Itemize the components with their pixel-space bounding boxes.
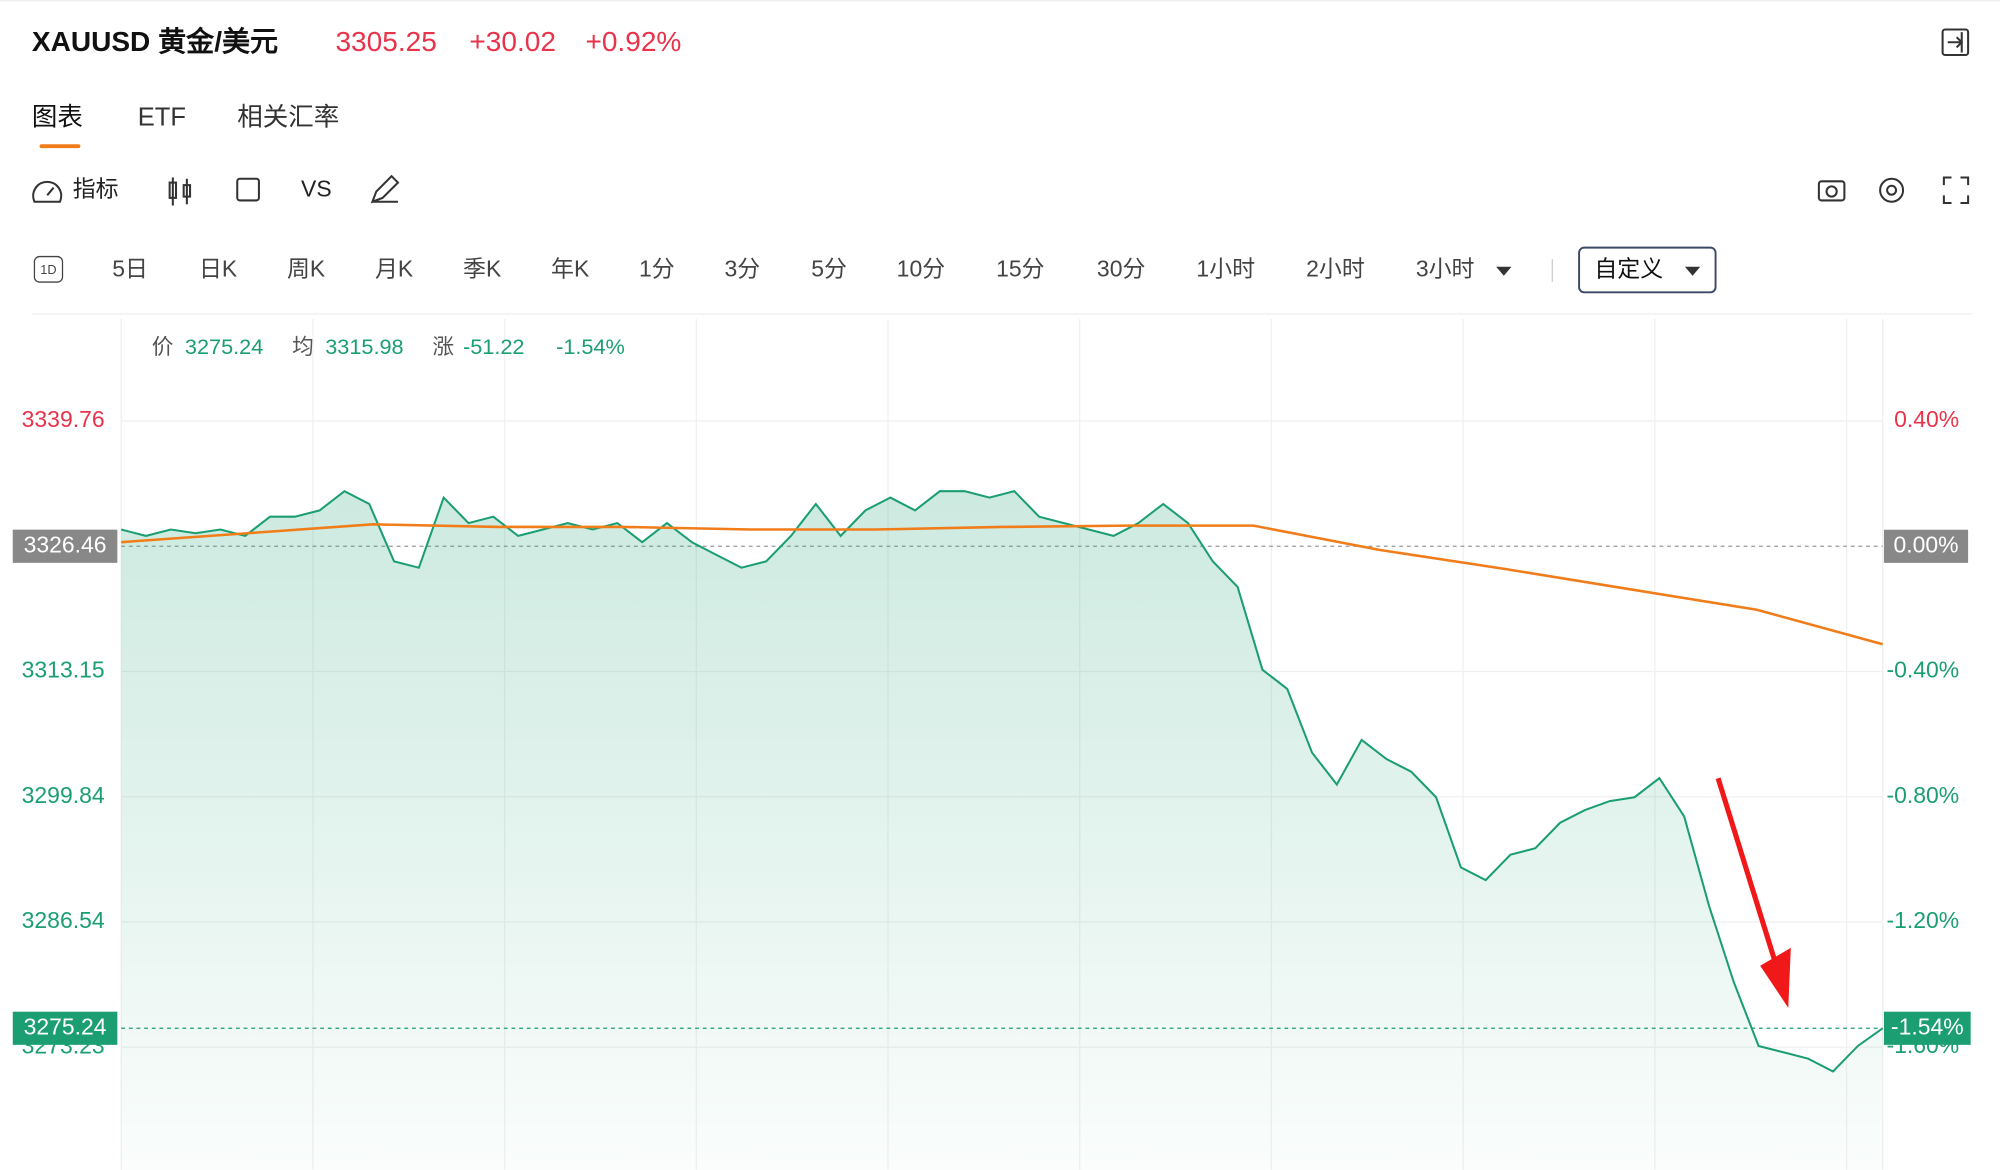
indicator-icon[interactable] <box>32 180 63 203</box>
tab[interactable]: 图表 <box>32 104 83 132</box>
period[interactable]: 3分 <box>724 256 760 282</box>
period[interactable]: 1分 <box>639 256 675 282</box>
reference-label-box <box>1883 529 1969 563</box>
toolbar-indicator[interactable]: 指标 <box>73 175 119 201</box>
draw-icon[interactable] <box>370 174 400 204</box>
period[interactable]: 5日 <box>112 256 148 282</box>
shape-icon[interactable] <box>236 177 260 202</box>
info-change-label: 涨 <box>432 334 454 359</box>
candle-icon[interactable] <box>168 177 192 206</box>
annotation-arrowhead <box>1760 947 1791 1008</box>
dropdown-arrow <box>1684 266 1701 276</box>
period[interactable]: 1小时 <box>1196 256 1255 282</box>
symbol: XAUUSD 黄金/美元 <box>32 25 278 57</box>
last-price-box <box>12 1011 118 1045</box>
y2-tick-label: -0.80% <box>1886 782 1959 808</box>
period[interactable]: 3小时 <box>1416 256 1475 282</box>
period[interactable]: 季K <box>463 256 502 282</box>
last-percent-label: -1.54% <box>1891 1013 1964 1039</box>
info-avg-label: 均 <box>292 334 314 359</box>
dropdown-arrow <box>1496 266 1512 276</box>
quote-change-percent: +0.92% <box>585 26 681 57</box>
info-avg: 3315.98 <box>325 334 403 359</box>
period-icon-box[interactable] <box>33 255 64 283</box>
period[interactable]: 10分 <box>897 256 946 282</box>
reference-label-box <box>12 529 118 563</box>
toolbar-compare[interactable]: VS <box>301 175 332 201</box>
period-icon[interactable]: 1D <box>40 262 56 277</box>
y-tick-label: 3299.84 <box>22 782 105 808</box>
custom-button[interactable] <box>1578 246 1717 294</box>
info-price-label: 价 <box>152 334 174 359</box>
exit-icon[interactable] <box>1941 28 1970 57</box>
y2-tick-label: -0.40% <box>1886 657 1959 683</box>
period[interactable]: 2小时 <box>1306 256 1365 282</box>
tab-underline <box>39 144 81 149</box>
tab[interactable]: 相关汇率 <box>237 104 339 132</box>
period[interactable]: 5分 <box>811 256 847 282</box>
info-price: 3275.24 <box>185 334 263 359</box>
period[interactable]: 周K <box>287 256 326 282</box>
last-price-label: 3275.24 <box>24 1013 107 1039</box>
period[interactable]: 年K <box>551 256 590 282</box>
price-area <box>121 491 1883 1170</box>
period[interactable]: 30分 <box>1097 256 1146 282</box>
quote-price: 3305.25 <box>335 26 436 57</box>
info-change: -51.22 <box>463 334 524 359</box>
price-line <box>120 489 1884 1073</box>
quote-change: +30.02 <box>469 26 556 57</box>
camera-icon[interactable] <box>1817 180 1846 202</box>
period[interactable]: 15分 <box>996 256 1045 282</box>
annotation-arrow <box>1715 777 1778 964</box>
average-line <box>121 523 1883 646</box>
info-change-percent: -1.54% <box>556 334 625 359</box>
y-tick-label: 3286.54 <box>22 907 105 933</box>
y2-tick-label: 0.40% <box>1894 406 1959 432</box>
y2-tick-label: 0.00% <box>1893 531 1958 557</box>
last-percent-box <box>1883 1011 1971 1045</box>
y2-tick-label: -1.20% <box>1886 907 1959 933</box>
y-tick-label: 3326.46 <box>24 531 107 557</box>
chart: 3339.763326.463313.153299.843286.543273.… <box>12 319 1971 1170</box>
custom-label[interactable]: 自定义 <box>1594 256 1663 282</box>
settings-icon[interactable] <box>1879 177 1905 203</box>
y-tick-label: 3313.15 <box>22 657 105 683</box>
period[interactable]: 日K <box>199 256 238 282</box>
fullscreen-icon[interactable] <box>1942 176 1970 205</box>
y-tick-label: 3339.76 <box>22 406 105 432</box>
tab[interactable]: ETF <box>138 104 186 132</box>
period[interactable]: 月K <box>375 256 414 282</box>
